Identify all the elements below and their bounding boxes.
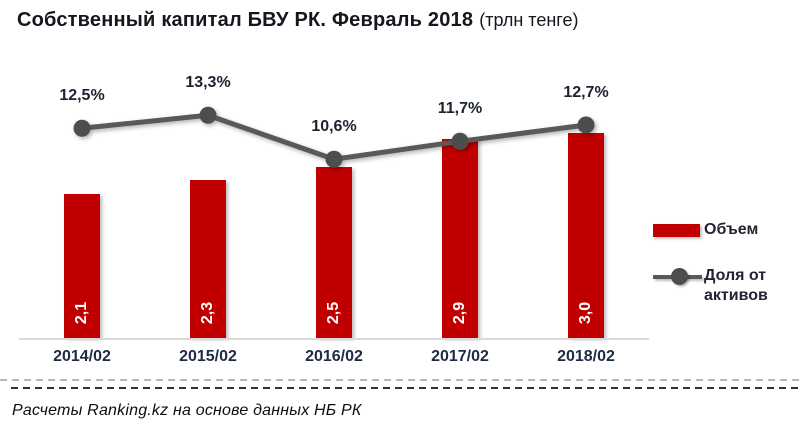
- bar-value-label: 2,1: [73, 301, 90, 325]
- chart-title: Собственный капитал БВУ РК. Февраль 2018…: [17, 9, 578, 32]
- line-point-marker: [73, 119, 91, 137]
- bar-2016-02: [316, 166, 352, 338]
- legend-item-share: Доля от активов: [653, 266, 798, 316]
- line-data-label: 10,6%: [311, 118, 357, 136]
- x-axis-label: 2016/02: [305, 348, 363, 365]
- legend-line-label: Доля от активов: [704, 267, 768, 304]
- x-axis-label: 2015/02: [179, 348, 237, 365]
- source-note: Расчеты Ranking.kz на основе данных НБ Р…: [12, 402, 362, 419]
- bar-2018-02: [568, 132, 604, 338]
- line-point-marker: [577, 116, 595, 134]
- line-data-label: 12,7%: [563, 83, 609, 101]
- line-data-label: 12,5%: [59, 87, 105, 105]
- x-axis-label: 2017/02: [431, 348, 489, 365]
- chart-title-text: Собственный капитал БВУ РК. Февраль 2018: [17, 9, 474, 31]
- light-dashed-divider: [0, 379, 800, 381]
- bar-value-label: 2,9: [451, 301, 468, 325]
- bar-2015-02: [190, 180, 226, 338]
- x-axis-label: 2014/02: [53, 348, 111, 365]
- legend-marker-dot-icon: [671, 268, 688, 285]
- chart-title-unit: (трлн тенге): [479, 10, 579, 30]
- line-series-group: [73, 106, 595, 168]
- line-point-marker: [199, 106, 217, 124]
- line-data-label: 11,7%: [437, 100, 483, 118]
- x-axis-line: [19, 338, 649, 340]
- legend-bar-label: Объем: [704, 221, 759, 238]
- bar-2017-02: [442, 139, 478, 338]
- line-data-label: 13,3%: [185, 74, 231, 92]
- bar-2014-02: [64, 194, 100, 338]
- x-axis-label: 2018/02: [557, 348, 615, 365]
- line-point-marker: [325, 150, 343, 168]
- bar-value-label: 2,3: [199, 301, 216, 325]
- bar-value-label: 2,5: [325, 301, 342, 325]
- legend-bar-swatch-icon: [653, 224, 700, 237]
- dark-dashed-divider: [11, 387, 800, 389]
- bar-value-label: 3,0: [577, 301, 594, 325]
